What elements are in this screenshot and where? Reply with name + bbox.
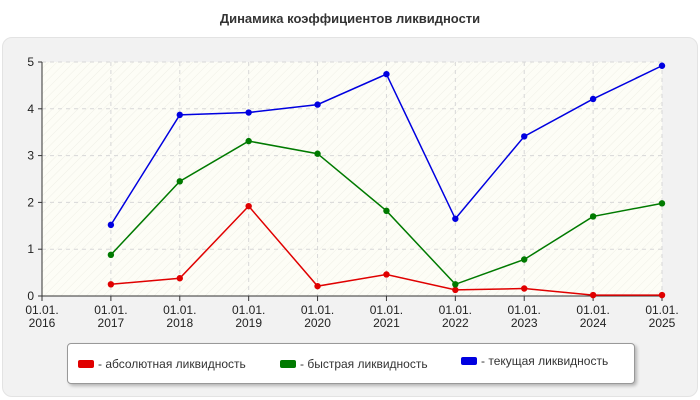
legend-swatch-quick [280, 359, 296, 368]
x-tick-label: 2018 [166, 316, 193, 330]
series-point-1 [589, 213, 597, 220]
y-tick-label: 0 [27, 289, 34, 303]
x-tick-label: 01.01. [163, 303, 196, 317]
x-tick-label: 2016 [29, 316, 56, 330]
legend: - абсолютная ликвидность - быстрая ликви… [67, 343, 635, 384]
x-tick-label: 2023 [511, 316, 538, 330]
series-point-2 [521, 133, 528, 140]
series-point-1 [383, 207, 390, 215]
legend-label-quick: - быстрая ликвидность [300, 356, 428, 371]
x-tick-label: 2020 [304, 316, 331, 330]
series-point-0 [383, 271, 390, 278]
series-point-2 [245, 109, 252, 116]
plot-background [42, 62, 662, 296]
series-point-1 [245, 137, 252, 145]
y-tick-label: 3 [27, 149, 34, 163]
series-point-1 [521, 256, 528, 263]
series-point-2 [314, 101, 321, 108]
series-point-2 [383, 70, 390, 78]
legend-item-current: - текущая ликвидность [461, 341, 608, 380]
legend-item-quick: - быстрая ликвидность [280, 344, 428, 383]
legend-swatch-absolute [78, 359, 94, 368]
x-tick-label: 01.01. [25, 303, 58, 317]
series-point-2 [589, 95, 597, 103]
series-point-0 [452, 286, 459, 294]
series-point-0 [314, 282, 321, 290]
x-tick-label: 01.01. [439, 303, 472, 317]
series-point-2 [452, 215, 459, 222]
x-tick-label: 01.01. [576, 303, 609, 317]
series-point-2 [107, 221, 115, 229]
y-tick-label: 5 [27, 55, 34, 69]
legend-label-current: - текущая ликвидность [481, 353, 609, 368]
x-tick-label: 2024 [580, 316, 607, 330]
legend-label-absolute: - абсолютная ликвидность [98, 356, 246, 371]
series-point-0 [107, 281, 115, 288]
x-tick-label: 2025 [649, 316, 676, 330]
series-point-1 [658, 200, 666, 207]
x-tick-label: 01.01. [232, 303, 265, 317]
series-point-0 [245, 202, 252, 210]
chart-title: Динамика коэффициентов ликвидности [219, 11, 481, 26]
series-point-2 [176, 111, 183, 119]
x-tick-label: 2019 [235, 316, 262, 330]
series-point-1 [452, 281, 459, 288]
series-point-0 [176, 275, 183, 282]
legend-swatch-current [461, 356, 477, 365]
series-point-0 [658, 291, 666, 299]
series-point-2 [658, 62, 666, 69]
y-tick-label: 1 [27, 242, 34, 256]
x-tick-label: 01.01. [508, 303, 541, 317]
series-point-0 [589, 291, 597, 299]
series-point-1 [314, 150, 321, 157]
series-point-0 [521, 285, 528, 292]
series-point-1 [107, 251, 115, 259]
x-tick-label: 01.01. [301, 303, 334, 317]
x-tick-label: 2017 [98, 316, 125, 330]
series-point-1 [176, 178, 183, 185]
x-tick-label: 2022 [442, 316, 469, 330]
legend-item-absolute: - абсолютная ликвидность [78, 344, 246, 383]
y-tick-label: 2 [27, 195, 34, 209]
x-tick-label: 2021 [373, 316, 400, 330]
x-tick-label: 01.01. [645, 303, 678, 317]
x-tick-label: 01.01. [94, 303, 127, 317]
x-tick-label: 01.01. [370, 303, 403, 317]
y-tick-label: 4 [27, 102, 34, 116]
